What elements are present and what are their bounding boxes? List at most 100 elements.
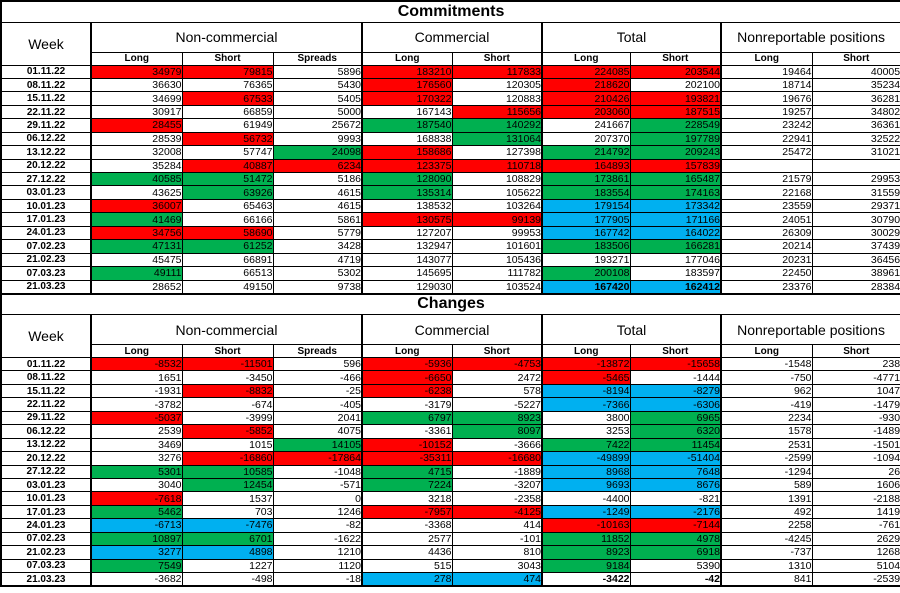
data-cell: 36630 <box>90 77 183 93</box>
data-cell: 138532 <box>361 198 453 214</box>
data-cell: -2358 <box>451 491 543 506</box>
data-cell: 173861 <box>541 171 631 187</box>
data-cell: 162412 <box>629 279 722 294</box>
data-cell: 6965 <box>629 410 722 426</box>
data-cell: -15658 <box>629 356 722 372</box>
week-cell: 22.11.22 <box>0 397 92 412</box>
data-cell: 2531 <box>720 437 813 453</box>
data-cell: 23242 <box>720 118 813 133</box>
data-cell: 8923 <box>451 410 543 426</box>
data-cell: 1015 <box>181 437 274 453</box>
changes-table: Changes Week Non-commercial Commercial T… <box>0 292 900 587</box>
data-cell: -7144 <box>629 518 722 533</box>
sub-header-row: Long Short Spreads Long Short Long Short… <box>1 51 900 66</box>
data-cell: 210426 <box>541 91 631 106</box>
table-row: 08.11.22 36630 76365 5430 176560 120305 218620… <box>0 77 900 93</box>
data-cell: 183597 <box>629 266 722 281</box>
week-cell: 15.11.22 <box>0 383 92 399</box>
table-row: 21.02.23 45475 66891 4719 143077 105436 193271… <box>0 252 900 268</box>
col-c-long: Long <box>361 51 453 66</box>
col-t-long: Long <box>541 344 631 358</box>
data-cell: 9693 <box>541 477 631 493</box>
data-cell: 9993 <box>272 131 363 147</box>
data-cell: -25 <box>272 383 363 399</box>
table-row: 15.11.22 -1931 -8832 -25 -6238 578 -8194 -8279 9… <box>0 383 900 399</box>
data-cell: -1889 <box>451 464 543 479</box>
table-row: 27.12.22 5301 10585 -1048 4715 -1889 8968 7648-… <box>0 464 900 479</box>
data-cell: 135314 <box>361 185 453 200</box>
data-cell: 4615 <box>272 185 363 200</box>
col-t-short: Short <box>629 51 722 66</box>
data-cell: 1537 <box>181 491 274 506</box>
data-cell: 22941 <box>720 131 813 147</box>
data-cell: 5301 <box>90 464 183 479</box>
week-cell: 07.02.23 <box>0 239 92 254</box>
data-cell: 4436 <box>361 545 453 560</box>
data-cell: 28539 <box>90 131 183 147</box>
table-row: 07.02.23 10897 6701 -1622 2577 -101 11852 4978-… <box>0 531 900 547</box>
col-c-short: Short <box>451 344 543 358</box>
data-cell: 7422 <box>541 437 631 453</box>
data-cell: -930 <box>811 410 900 426</box>
data-cell: 66166 <box>181 212 274 227</box>
data-cell: -5852 <box>181 424 274 439</box>
data-cell: 158686 <box>361 145 453 160</box>
data-cell: 58690 <box>181 225 274 241</box>
data-cell: 26 <box>811 464 900 479</box>
data-cell: 32522 <box>811 131 900 147</box>
data-cell: -6713 <box>90 518 183 533</box>
data-cell: 57747 <box>181 145 274 160</box>
data-cell: 4715 <box>361 464 453 479</box>
data-cell: -3368 <box>361 518 453 533</box>
data-cell: 1606 <box>811 477 900 493</box>
data-cell: 6234 <box>272 158 363 174</box>
data-cell: 6918 <box>629 545 722 560</box>
table-title: Commitments <box>0 0 900 23</box>
data-cell: 7549 <box>90 558 183 574</box>
data-cell: 120305 <box>451 77 543 93</box>
data-cell: 25672 <box>272 118 363 133</box>
data-cell: -35311 <box>361 451 453 466</box>
data-cell: 47131 <box>90 239 183 254</box>
data-cell: 34979 <box>90 64 183 79</box>
data-cell: -2188 <box>811 491 900 506</box>
col-c-short: Short <box>451 51 543 66</box>
week-cell: 24.01.23 <box>0 225 92 241</box>
data-cell: 2629 <box>811 531 900 547</box>
data-cell: 197789 <box>629 131 722 147</box>
data-cell: 66513 <box>181 266 274 281</box>
data-cell: -51404 <box>629 451 722 466</box>
data-cell <box>811 158 900 174</box>
week-cell: 20.12.22 <box>0 158 92 174</box>
data-cell: 6797 <box>361 410 453 426</box>
data-cell: 193821 <box>629 91 722 106</box>
data-cell: 8097 <box>451 424 543 439</box>
data-cell: 4719 <box>272 252 363 268</box>
data-cell: 207370 <box>541 131 631 147</box>
data-cell: 214792 <box>541 145 631 160</box>
data-cell: 11454 <box>629 437 722 453</box>
data-cell: 51472 <box>181 171 274 187</box>
data-cell: 187540 <box>361 118 453 133</box>
data-cell: -1622 <box>272 531 363 547</box>
week-cell: 03.01.23 <box>0 477 92 493</box>
data-cell: -10152 <box>361 437 453 453</box>
table-title: Changes <box>0 293 900 315</box>
data-cell: 8923 <box>541 545 631 560</box>
data-cell: 238 <box>811 356 900 372</box>
data-cell: -4753 <box>451 356 543 372</box>
data-cell: 105622 <box>451 185 543 200</box>
col-nr-short: Short <box>811 344 900 358</box>
data-cell: -1548 <box>720 356 813 372</box>
col-nc-spreads: Spreads <box>272 344 363 358</box>
data-cell: 49111 <box>90 266 183 281</box>
data-cell: -17864 <box>272 451 363 466</box>
data-cell: -5227 <box>451 397 543 412</box>
data-cell: -4400 <box>541 491 631 506</box>
data-cell: 21579 <box>720 171 813 187</box>
data-cell: 2472 <box>451 370 543 385</box>
table-row: 17.01.23 41469 66166 5861 130575 99139 177905 1… <box>0 212 900 227</box>
data-cell: 241667 <box>541 118 631 133</box>
data-cell: 1419 <box>811 504 900 520</box>
